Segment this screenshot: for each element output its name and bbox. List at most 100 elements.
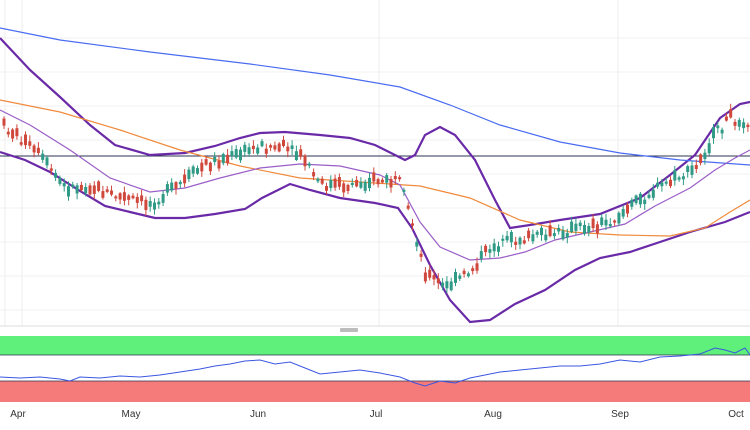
candle-body xyxy=(406,205,410,209)
candle-85 xyxy=(368,172,371,192)
candle-body xyxy=(707,143,711,154)
candle-67 xyxy=(290,140,294,155)
candle-165 xyxy=(712,124,715,144)
candle-body xyxy=(458,275,462,279)
candle-168 xyxy=(724,113,728,122)
candle-body xyxy=(699,154,703,164)
candle-136 xyxy=(587,222,591,237)
candle-body xyxy=(419,253,423,257)
candle-121 xyxy=(522,236,526,245)
candle-154 xyxy=(664,177,668,186)
candle-body xyxy=(101,191,105,198)
candle-46 xyxy=(200,158,204,177)
bollinger-bands xyxy=(0,37,750,324)
candle-158 xyxy=(681,172,685,186)
candle-body xyxy=(578,222,582,227)
candle-86 xyxy=(372,167,376,186)
candle-body xyxy=(299,149,303,157)
candle-27 xyxy=(118,192,122,205)
candle-body xyxy=(312,172,316,177)
candle-body xyxy=(213,156,217,162)
candle-body xyxy=(694,165,698,169)
candle-body xyxy=(187,169,191,180)
candle-body xyxy=(41,153,45,160)
candle-118 xyxy=(509,229,513,248)
candle-body xyxy=(58,177,62,184)
candle-3 xyxy=(15,124,19,140)
candle-131 xyxy=(565,228,569,244)
candle-33 xyxy=(144,196,148,216)
candle-body xyxy=(2,118,6,126)
candle-169 xyxy=(729,103,733,119)
candle-body xyxy=(630,199,634,207)
candle-68 xyxy=(294,145,298,161)
panel-divider[interactable] xyxy=(340,328,358,332)
candle-body xyxy=(239,149,242,161)
candle-body xyxy=(681,176,685,180)
candle-108 xyxy=(466,271,470,278)
candle-body xyxy=(45,157,49,166)
candle-body xyxy=(269,145,273,148)
candle-body xyxy=(591,218,595,229)
candle-164 xyxy=(707,138,711,156)
candle-146 xyxy=(630,197,634,210)
candle-99 xyxy=(428,264,432,281)
candle-body xyxy=(342,183,346,193)
candle-body xyxy=(49,168,53,171)
candle-145 xyxy=(626,202,629,218)
candle-body xyxy=(436,278,440,284)
chart-grid xyxy=(0,0,750,327)
candle-body xyxy=(535,231,539,235)
candle-body xyxy=(178,181,182,185)
candle-body xyxy=(402,189,406,192)
candle-body xyxy=(67,186,70,197)
candle-body xyxy=(333,178,337,188)
candle-172 xyxy=(742,118,746,134)
candle-body xyxy=(264,148,268,154)
candle-body xyxy=(170,182,174,191)
candle-body xyxy=(466,273,470,277)
candle-body xyxy=(398,177,402,180)
candle-body xyxy=(583,225,586,234)
candle-140 xyxy=(604,213,608,230)
candle-24 xyxy=(105,186,109,194)
month-label-aug: Aug xyxy=(484,409,502,420)
candle-body xyxy=(613,220,617,223)
candle-166 xyxy=(716,121,720,134)
candle-body xyxy=(565,233,569,238)
candle-34 xyxy=(148,196,152,212)
candlesticks xyxy=(2,103,750,293)
candle-11 xyxy=(49,164,53,175)
candle-body xyxy=(114,196,118,199)
candle-45 xyxy=(196,165,199,175)
candle-body xyxy=(574,223,578,231)
candle-body xyxy=(359,181,363,188)
candle-body xyxy=(24,134,27,146)
candle-body xyxy=(307,163,311,166)
candle-body xyxy=(540,227,543,236)
candle-137 xyxy=(591,214,595,232)
candle-96 xyxy=(415,237,419,252)
candle-0 xyxy=(2,116,6,129)
candle-62 xyxy=(269,143,273,152)
candle-90 xyxy=(389,176,393,193)
candle-body xyxy=(153,202,156,210)
candle-161 xyxy=(694,159,698,173)
candle-124 xyxy=(535,229,539,238)
candle-body xyxy=(251,145,255,150)
candle-115 xyxy=(497,241,500,257)
candle-13 xyxy=(58,175,62,187)
candle-body xyxy=(221,154,225,164)
candle-body xyxy=(724,116,728,121)
candle-126 xyxy=(544,229,548,243)
candle-body xyxy=(479,251,483,259)
candle-body xyxy=(651,189,655,198)
candle-156 xyxy=(673,166,677,186)
candle-39 xyxy=(170,178,174,193)
candle-body xyxy=(561,230,565,240)
candle-138 xyxy=(595,221,599,239)
candle-1 xyxy=(6,127,10,138)
candle-148 xyxy=(638,192,642,208)
candle-17 xyxy=(75,183,79,200)
